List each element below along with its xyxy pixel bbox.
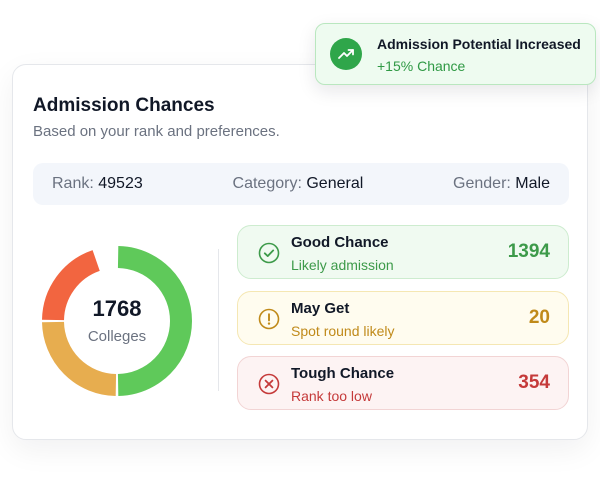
status-tough-chance[interactable]: Tough Chance Rank too low 354	[237, 356, 569, 410]
status-count: 354	[518, 372, 550, 393]
status-good-chance[interactable]: Good Chance Likely admission 1394	[237, 225, 569, 279]
status-count: 20	[528, 307, 550, 328]
gender-field: Gender: Male	[453, 175, 550, 193]
donut-segment-good	[117, 246, 192, 396]
toast-title: Admission Potential Increased	[377, 36, 581, 52]
category-value: General	[306, 175, 364, 192]
category-label: Category:	[232, 175, 302, 192]
rank-field: Rank: 49523	[52, 175, 143, 193]
admission-chances-card: Admission Chances Based on your rank and…	[12, 64, 588, 440]
donut-total: 1768	[92, 296, 142, 322]
donut-center: 1768 Colleges	[39, 243, 195, 399]
gender-value: Male	[515, 175, 550, 192]
donut-segment-may	[42, 321, 117, 396]
status-subtext: Rank too low	[291, 388, 372, 404]
trending-up-icon	[338, 49, 354, 59]
admission-toast[interactable]: Admission Potential Increased +15% Chanc…	[315, 23, 596, 85]
toast-detail: +15% Chance	[377, 58, 466, 74]
card-title: Admission Chances	[33, 95, 215, 116]
toast-badge	[330, 38, 362, 70]
exclamation-circle-icon	[258, 308, 280, 330]
status-subtext: Likely admission	[291, 257, 394, 273]
donut-unit: Colleges	[87, 327, 147, 345]
rank-value: 49523	[98, 175, 143, 192]
status-label: May Get	[291, 300, 350, 317]
status-subtext: Spot round likely	[291, 323, 395, 339]
x-circle-icon	[258, 373, 280, 395]
status-label: Good Chance	[291, 234, 389, 251]
status-may-get[interactable]: May Get Spot round likely 20	[237, 291, 569, 345]
donut-segment-tough	[42, 250, 101, 321]
check-circle-icon	[258, 242, 280, 264]
profile-summary-bar: Rank: 49523 Category: General Gender: Ma…	[33, 163, 569, 205]
donut-svg	[42, 246, 192, 396]
rank-label: Rank:	[52, 175, 94, 192]
card-subtitle: Based on your rank and preferences.	[33, 123, 280, 140]
colleges-donut-chart: 1768 Colleges	[39, 243, 195, 399]
status-label: Tough Chance	[291, 365, 395, 382]
status-count: 1394	[507, 241, 550, 262]
gender-label: Gender:	[453, 175, 511, 192]
divider	[218, 249, 219, 391]
category-field: Category: General	[233, 175, 364, 193]
